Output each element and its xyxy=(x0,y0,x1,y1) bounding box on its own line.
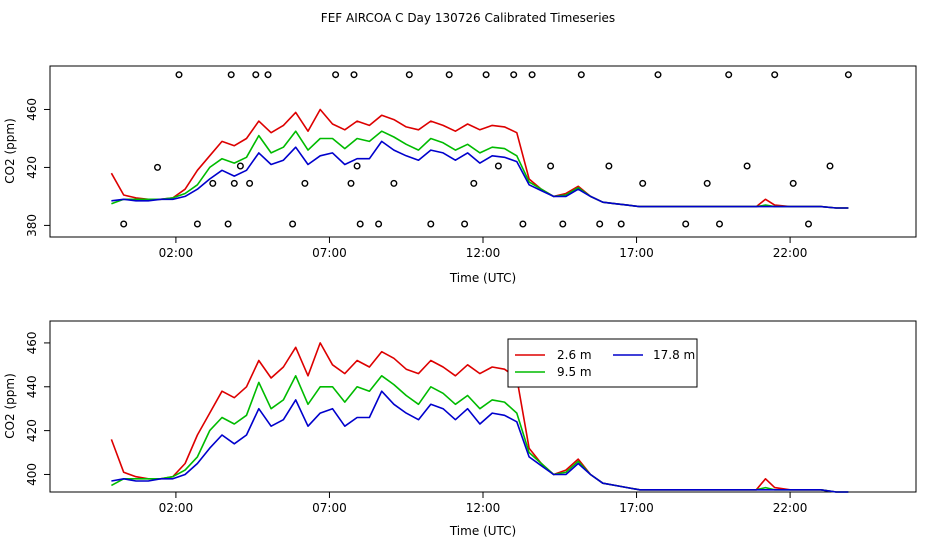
bottom-y-tick-label-400: 400 xyxy=(25,463,39,486)
top-valve-marker xyxy=(264,71,272,79)
bottom-x-tick-label-22-00: 22:00 xyxy=(773,501,808,515)
top-valve-marker xyxy=(390,179,398,187)
top-valve-marker xyxy=(405,71,413,79)
bottom-y-axis-label-group: CO2 (ppm) xyxy=(3,373,17,439)
bottom-x-tick-label-02-00: 02:00 xyxy=(159,501,194,515)
top-valve-marker xyxy=(227,71,235,79)
top-valve-marker xyxy=(175,71,183,79)
top-valve-marker xyxy=(577,71,585,79)
top-x-tick-label-02-00: 02:00 xyxy=(159,246,194,260)
top-x-tick-label-17-00: 17:00 xyxy=(619,246,654,260)
bottom-y-axis-label: CO2 (ppm) xyxy=(3,373,17,439)
top-x-tick-label-12-00: 12:00 xyxy=(466,246,501,260)
legend-box xyxy=(507,338,698,388)
top-tick-layer: 02:00 07:00 12:00 17:00 22:00 380 420 460 xyxy=(25,98,807,260)
top-valve-marker xyxy=(482,71,490,79)
top-valve-marker xyxy=(743,162,751,170)
top-valve-marker xyxy=(826,162,834,170)
top-valve-marker xyxy=(375,220,383,228)
top-x-tick-label-22-00: 22:00 xyxy=(773,246,808,260)
legend-label-9-5m: 9.5 m xyxy=(557,365,592,379)
top-valve-marker xyxy=(347,179,355,187)
top-valve-marker xyxy=(153,163,161,171)
top-valve-marker xyxy=(120,220,128,228)
top-valve-marker xyxy=(301,179,309,187)
top-valve-marker xyxy=(519,220,527,228)
top-valve-marker xyxy=(789,179,797,187)
top-y-tick-label-460: 460 xyxy=(25,98,39,121)
top-valve-marker xyxy=(725,71,733,79)
top-series-layer xyxy=(110,108,849,209)
top-panel: CO2 (ppm) Time (UTC) 02:00 07:00 12:00 17:0… xyxy=(3,65,917,285)
top-valve-marker xyxy=(332,71,340,79)
top-valve-marker xyxy=(528,71,536,79)
bottom-y-tick-label-420: 420 xyxy=(25,419,39,442)
bottom-x-tick-label-17-00: 17:00 xyxy=(619,501,654,515)
legend-label-2-6m: 2.6 m xyxy=(557,348,592,362)
bottom-y-tick-label-440: 440 xyxy=(25,375,39,398)
top-x-axis-label: Time (UTC) xyxy=(449,271,516,285)
legend: 2.6 m 9.5 m 17.8 m xyxy=(507,338,698,388)
top-valve-marker xyxy=(353,162,361,170)
bottom-tick-layer: 02:00 07:00 12:00 17:00 22:00 400 420 440 460 xyxy=(25,331,807,515)
top-valve-marker xyxy=(224,220,232,228)
top-valve-marker xyxy=(494,162,502,170)
top-valve-marker xyxy=(209,179,217,187)
bottom-panel: CO2 (ppm) Time (UTC) 02:00 07:00 12:00 17:0… xyxy=(3,320,917,538)
bottom-series-17-8-m xyxy=(111,390,849,493)
top-valve-marker xyxy=(654,71,662,79)
bottom-x-axis-label: Time (UTC) xyxy=(449,524,516,538)
top-valve-marker xyxy=(510,71,518,79)
top-valve-marker xyxy=(246,179,254,187)
top-valve-marker xyxy=(559,220,567,228)
top-valve-marker xyxy=(682,220,690,228)
top-valve-marker xyxy=(356,220,364,228)
top-valve-markers xyxy=(120,71,852,228)
top-valve-marker xyxy=(617,220,625,228)
top-y-tick-label-420: 420 xyxy=(25,156,39,179)
top-valve-marker xyxy=(230,179,238,187)
top-valve-marker xyxy=(639,179,647,187)
bottom-series-9-5-m xyxy=(111,374,849,493)
top-valve-marker xyxy=(461,220,469,228)
bottom-y-tick-label-460: 460 xyxy=(25,331,39,354)
top-valve-marker xyxy=(716,220,724,228)
bottom-x-tick-label-07-00: 07:00 xyxy=(312,501,347,515)
top-valve-marker xyxy=(547,162,555,170)
top-valve-marker xyxy=(236,162,244,170)
top-valve-marker xyxy=(470,179,478,187)
bottom-series-layer xyxy=(110,342,849,493)
top-y-axis-label-group: CO2 (ppm) xyxy=(3,118,17,184)
top-valve-marker xyxy=(805,220,813,228)
top-valve-marker xyxy=(605,162,613,170)
bottom-x-tick-label-12-00: 12:00 xyxy=(466,501,501,515)
top-valve-marker xyxy=(771,71,779,79)
top-y-axis-label: CO2 (ppm) xyxy=(3,118,17,184)
legend-label-17-8m: 17.8 m xyxy=(653,348,695,362)
top-series-17-8-m xyxy=(111,140,849,209)
top-valve-marker xyxy=(350,71,358,79)
figure-title: FEF AIRCOA C Day 130726 Calibrated Times… xyxy=(321,11,615,25)
top-y-tick-label-380: 380 xyxy=(25,214,39,237)
top-valve-marker xyxy=(844,71,852,79)
top-valve-marker xyxy=(193,220,201,228)
top-valve-marker xyxy=(703,179,711,187)
top-valve-marker xyxy=(252,71,260,79)
top-valve-marker xyxy=(289,220,297,228)
top-valve-marker xyxy=(596,220,604,228)
top-valve-marker xyxy=(445,71,453,79)
top-x-tick-label-07-00: 07:00 xyxy=(312,246,347,260)
top-valve-marker xyxy=(427,220,435,228)
